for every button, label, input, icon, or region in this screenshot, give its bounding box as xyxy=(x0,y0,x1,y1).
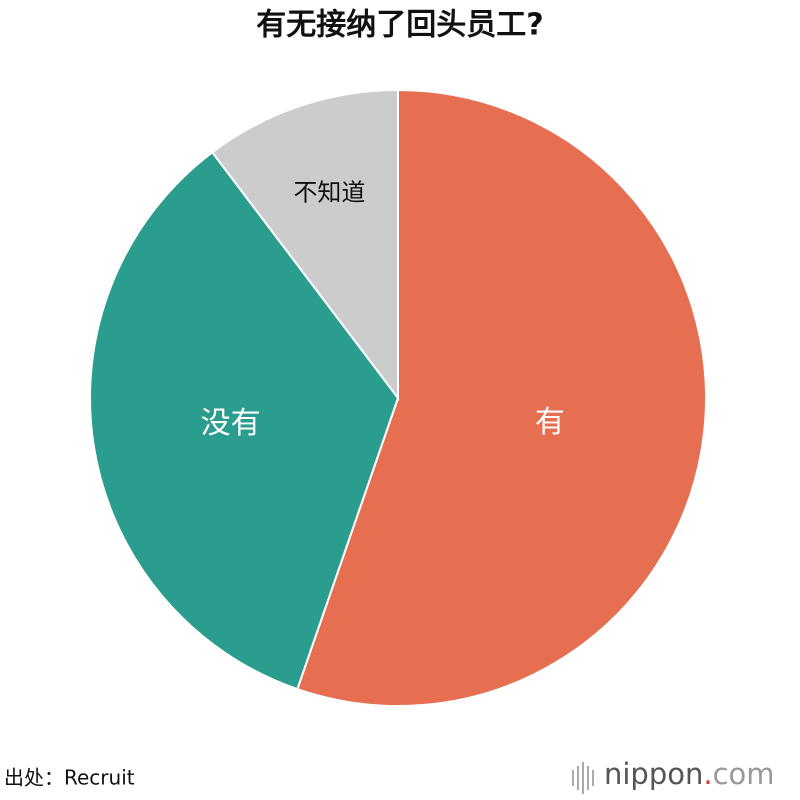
slice-label: 不知道 xyxy=(293,179,365,207)
pie-slice xyxy=(296,88,707,707)
slice-label: 有 xyxy=(535,405,565,440)
pie-slice xyxy=(89,150,400,691)
pie-slice xyxy=(210,88,399,401)
slice-label: 没有 xyxy=(201,406,261,441)
chart-title: 有无接纳了回头员工? xyxy=(256,8,543,43)
logo-bars xyxy=(572,762,594,794)
logo-part: com xyxy=(713,757,775,791)
source: 出处：Recruit xyxy=(4,766,135,790)
logo-part: . xyxy=(703,757,712,791)
logo-part: nippon xyxy=(604,757,703,791)
logo: nippon.com xyxy=(604,757,775,791)
